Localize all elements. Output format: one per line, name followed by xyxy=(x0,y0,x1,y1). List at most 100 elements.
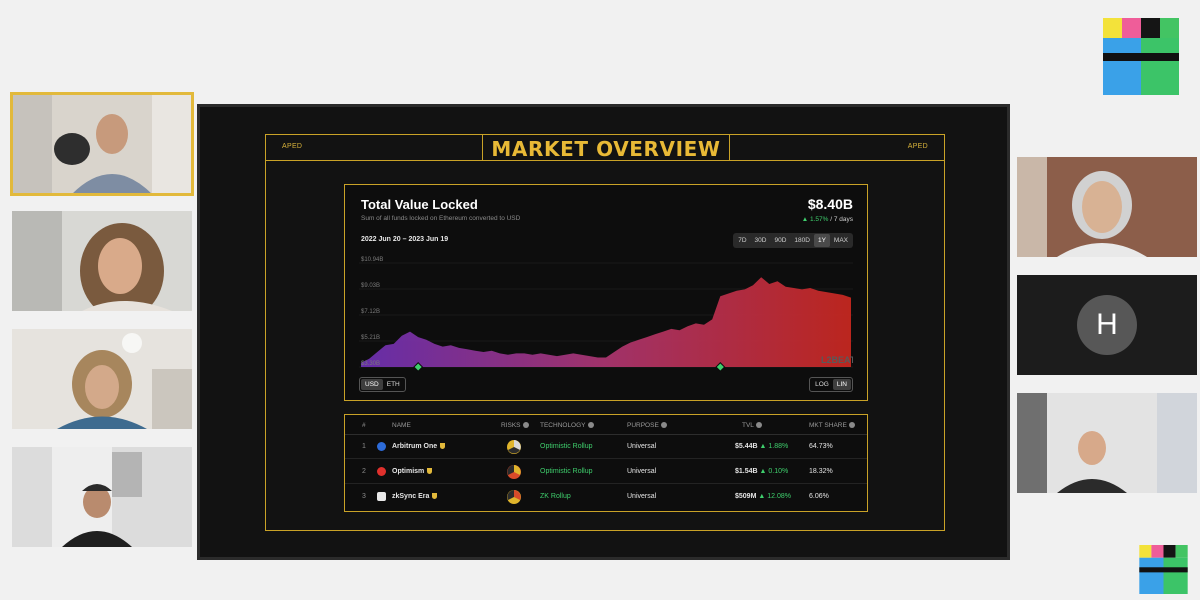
participant-video xyxy=(12,329,192,429)
currency-eth-button[interactable]: ETH xyxy=(386,381,400,388)
slide-header: APED MARKET OVERVIEW APED xyxy=(266,135,944,161)
table-row[interactable]: 2 Optimism Optimistic Rollup Universal $… xyxy=(345,460,867,484)
period-button-max[interactable]: MAX xyxy=(833,237,848,244)
tvl-panel: Total Value Locked Sum of all funds lock… xyxy=(344,184,868,401)
header-purpose[interactable]: PURPOSE xyxy=(627,422,667,429)
row-technology[interactable]: Optimistic Rollup xyxy=(540,443,593,450)
header-risks-label: RISKS xyxy=(501,422,521,429)
period-selector: 7D 30D 90D 180D 1Y MAX xyxy=(733,233,853,248)
row-share: 18.32% xyxy=(809,468,833,475)
zksync-icon xyxy=(377,492,386,501)
header-tvl[interactable]: TVL xyxy=(742,422,762,429)
header-risks[interactable]: RISKS xyxy=(501,422,529,429)
tvl-title: Total Value Locked xyxy=(361,197,478,212)
participant-video xyxy=(12,447,192,547)
row-purpose: Universal xyxy=(627,493,657,500)
chart-watermark: L2BEAT xyxy=(821,355,853,365)
shield-icon xyxy=(440,443,446,450)
info-icon xyxy=(660,422,667,429)
brand-logo xyxy=(1139,545,1188,594)
project-name: Arbitrum One xyxy=(392,443,438,450)
period-button-1y[interactable]: 1Y xyxy=(813,234,830,247)
project-name: zkSync Era xyxy=(392,493,430,500)
shield-icon xyxy=(432,493,438,500)
title-box: MARKET OVERVIEW xyxy=(482,135,730,161)
row-share: 64.73% xyxy=(809,443,833,450)
row-name: Optimism xyxy=(392,468,433,475)
period-button-180d[interactable]: 180D xyxy=(794,237,810,244)
scale-lin-button[interactable]: LIN xyxy=(832,379,851,390)
tvl-change-period: / 7 days xyxy=(830,216,853,223)
y-tick-label: $7.12B xyxy=(361,309,380,315)
table-row[interactable]: 3 zkSync Era ZK Rollup Universal $509M ▲… xyxy=(345,485,867,509)
y-tick-label: $3.30B xyxy=(361,361,380,367)
corner-label-left: APED xyxy=(282,143,303,150)
participant-tile[interactable] xyxy=(12,329,192,429)
info-icon xyxy=(848,422,855,429)
participant-video xyxy=(12,94,192,194)
info-icon xyxy=(587,422,594,429)
participant-video xyxy=(12,211,192,311)
table-header: # NAME RISKS TECHNOLOGY PURPOSE TVL MKT … xyxy=(345,415,867,435)
tvl-subtitle: Sum of all funds locked on Ethereum conv… xyxy=(361,215,521,222)
risk-pie-icon[interactable] xyxy=(507,490,521,504)
slide-frame: APED MARKET OVERVIEW APED Total Value Lo… xyxy=(265,134,945,531)
row-technology[interactable]: ZK Rollup xyxy=(540,493,571,500)
tvl-value: $8.40B xyxy=(807,196,853,212)
tvl-amount: $5.44B xyxy=(735,443,758,450)
header-share-label: MKT SHARE xyxy=(809,422,847,429)
tvl-change: ▲ 12.08% xyxy=(758,493,791,500)
participant-tile[interactable] xyxy=(12,211,192,311)
participant-tile[interactable] xyxy=(10,92,194,196)
chart-event-marker[interactable] xyxy=(413,362,424,372)
row-technology[interactable]: Optimistic Rollup xyxy=(540,468,593,475)
period-button-90d[interactable]: 90D xyxy=(774,237,787,244)
participant-tile[interactable]: H xyxy=(1017,275,1197,375)
shield-icon xyxy=(427,468,433,475)
optimism-icon xyxy=(377,467,386,476)
row-tvl: $509M ▲ 12.08% xyxy=(735,493,791,500)
participant-tile[interactable] xyxy=(1017,157,1197,257)
project-name: Optimism xyxy=(392,468,425,475)
brand-logo xyxy=(1103,18,1179,95)
scale-toggle: LOG LIN xyxy=(809,377,853,392)
participant-video xyxy=(1017,157,1197,257)
header-technology[interactable]: TECHNOLOGY xyxy=(540,422,594,429)
row-purpose: Universal xyxy=(627,443,657,450)
currency-toggle: USD ETH xyxy=(359,377,406,392)
period-button-30d[interactable]: 30D xyxy=(754,237,767,244)
row-rank: 2 xyxy=(362,468,366,475)
row-purpose: Universal xyxy=(627,468,657,475)
header-share[interactable]: MKT SHARE xyxy=(809,422,855,429)
tvl-chart[interactable]: $10.94B $9.03B $7.12B $5.21B $3.30B L2BEAT xyxy=(359,255,853,375)
row-rank: 1 xyxy=(362,443,366,450)
period-button-7d[interactable]: 7D xyxy=(738,237,747,244)
row-name: Arbitrum One xyxy=(392,443,446,450)
tvl-change: ▲ 0.10% xyxy=(759,468,789,475)
header-name[interactable]: NAME xyxy=(392,422,411,429)
participant-video xyxy=(1017,393,1197,493)
tvl-change-pct: ▲ 1.57% xyxy=(801,216,829,223)
header-purpose-label: PURPOSE xyxy=(627,422,659,429)
chart-event-marker[interactable] xyxy=(715,362,726,372)
y-tick-label: $10.94B xyxy=(361,257,383,263)
currency-usd-button[interactable]: USD xyxy=(361,379,383,390)
participant-tile[interactable] xyxy=(12,447,192,547)
y-tick-label: $9.03B xyxy=(361,283,380,289)
table-row[interactable]: 1 Arbitrum One Optimistic Rollup Univers… xyxy=(345,435,867,459)
participant-avatar: H xyxy=(1077,295,1137,355)
projects-table: # NAME RISKS TECHNOLOGY PURPOSE TVL MKT … xyxy=(344,414,868,512)
risk-pie-icon[interactable] xyxy=(507,440,521,454)
tvl-change: ▲ 1.88% xyxy=(759,443,789,450)
row-rank: 3 xyxy=(362,493,366,500)
header-tvl-label: TVL xyxy=(742,422,754,429)
row-tvl: $5.44B ▲ 1.88% xyxy=(735,443,788,450)
row-name: zkSync Era xyxy=(392,493,438,500)
scale-log-button[interactable]: LOG xyxy=(815,381,829,388)
row-share: 6.06% xyxy=(809,493,829,500)
arbitrum-icon xyxy=(377,442,386,451)
risk-pie-icon[interactable] xyxy=(507,465,521,479)
info-icon xyxy=(522,422,529,429)
participant-tile[interactable] xyxy=(1017,393,1197,493)
slide-title: MARKET OVERVIEW xyxy=(491,137,721,161)
